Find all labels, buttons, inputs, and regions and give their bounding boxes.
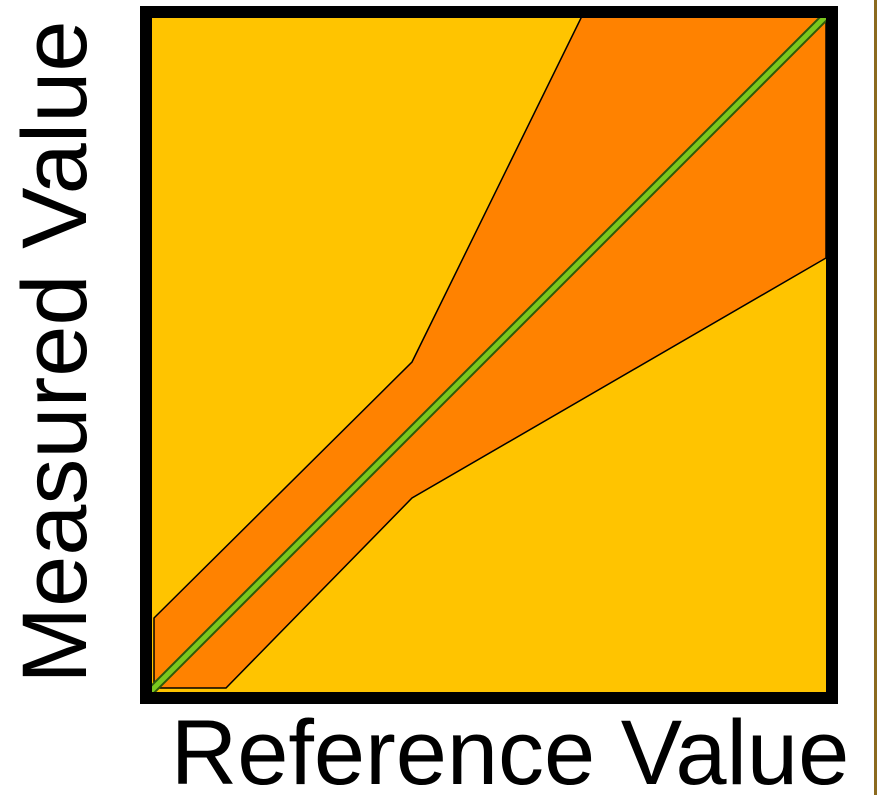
identity-line [149,13,829,693]
y-axis-label: Measured Value [4,20,106,683]
x-axis-label: Reference Value [171,702,850,795]
right-edge-border [874,0,877,795]
plot-frame [140,6,838,704]
